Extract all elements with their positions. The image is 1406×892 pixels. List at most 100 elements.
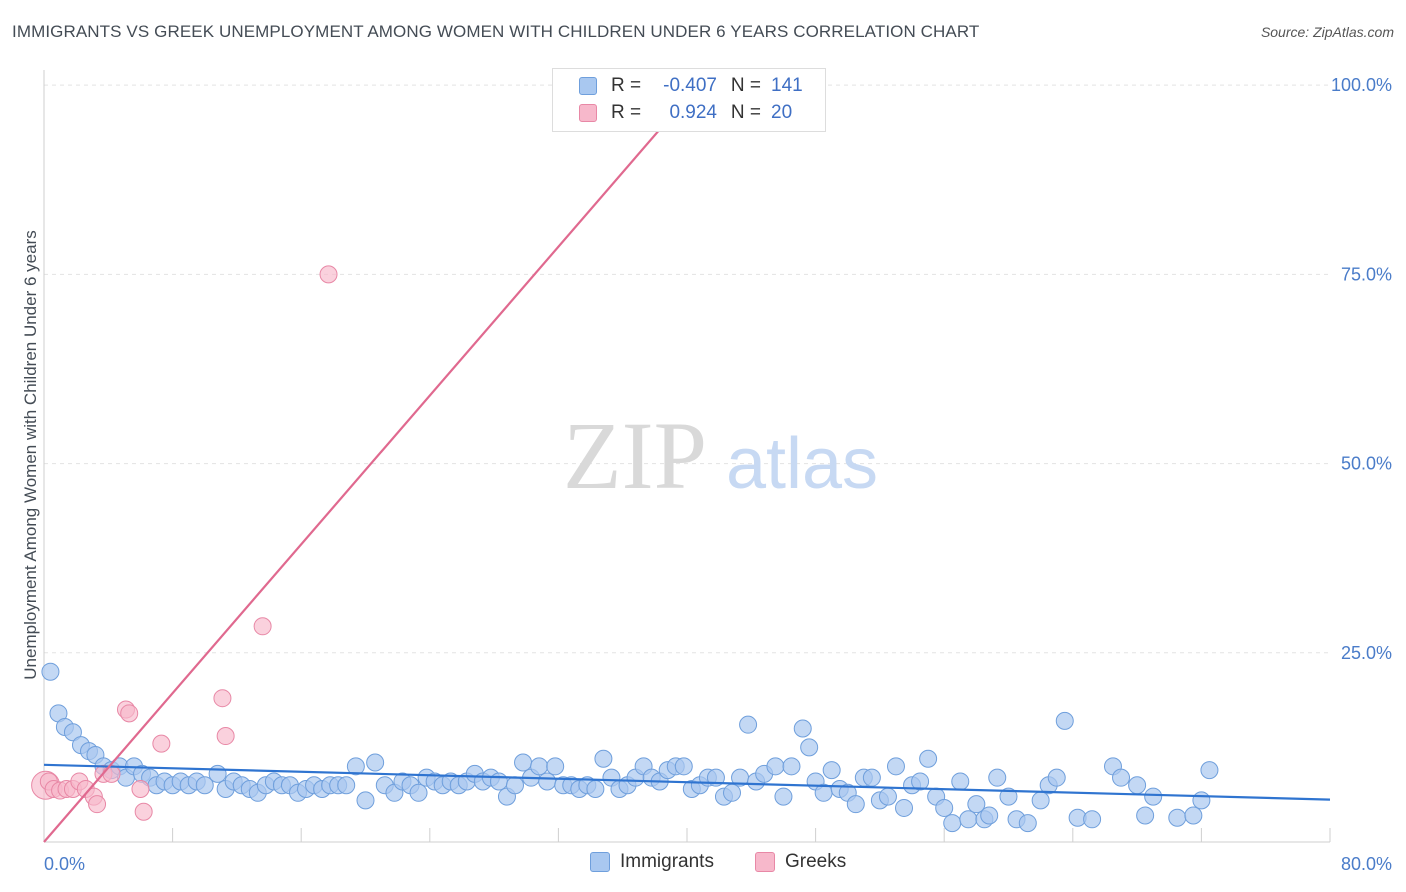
y-axis-label: Unemployment Among Women with Children U… bbox=[21, 230, 40, 679]
trend-lines bbox=[43, 69, 1331, 843]
y-tick-label: 75.0% bbox=[1341, 264, 1392, 284]
n-value: 141 bbox=[771, 75, 803, 96]
y-tick-label: 100.0% bbox=[1331, 75, 1392, 95]
immigrants-point bbox=[895, 798, 914, 817]
immigrants-point bbox=[886, 757, 905, 776]
immigrants-point bbox=[1128, 776, 1147, 795]
immigrants-point bbox=[774, 787, 793, 806]
stats-legend: R = -0.407 N = 141 R = 0.924 N = 20 bbox=[552, 68, 826, 132]
immigrants-point bbox=[337, 776, 356, 795]
greeks-point bbox=[102, 764, 121, 783]
immigrants-point bbox=[999, 787, 1018, 806]
immigrants-point bbox=[959, 810, 978, 829]
r-label: R = bbox=[611, 75, 642, 96]
greeks-point bbox=[253, 617, 272, 636]
immigrants-point bbox=[63, 723, 82, 742]
immigrants-point bbox=[943, 814, 962, 833]
legend-label-immigrants: Immigrants bbox=[620, 851, 714, 872]
immigrants-point bbox=[409, 783, 428, 802]
immigrants-point bbox=[346, 757, 365, 776]
watermark-zip: ZIP bbox=[563, 402, 707, 509]
immigrants-point bbox=[739, 715, 758, 734]
immigrants-point bbox=[1144, 787, 1163, 806]
immigrants-point bbox=[594, 749, 613, 768]
immigrants-point bbox=[674, 757, 693, 776]
immigrants-point bbox=[195, 776, 214, 795]
immigrants-point bbox=[530, 757, 549, 776]
immigrants-point bbox=[862, 768, 881, 787]
axes bbox=[43, 70, 1331, 843]
legend-item-immigrants[interactable]: Immigrants bbox=[590, 851, 714, 873]
immigrants-point bbox=[1200, 761, 1219, 780]
immigrants-point bbox=[1083, 810, 1102, 829]
immigrants-point bbox=[723, 783, 742, 802]
immigrants-point bbox=[1047, 768, 1066, 787]
source-credit: Source: ZipAtlas.com bbox=[1260, 24, 1394, 40]
immigrants-point bbox=[489, 772, 508, 791]
immigrants-point bbox=[911, 772, 930, 791]
immigrants-point bbox=[514, 753, 533, 772]
n-label: N = bbox=[730, 75, 761, 96]
immigrants-point bbox=[1168, 808, 1187, 827]
r-value: -0.407 bbox=[663, 75, 717, 96]
y-tick-label: 25.0% bbox=[1341, 643, 1392, 663]
immigrants-point bbox=[800, 738, 819, 757]
r-label: R = bbox=[611, 102, 642, 123]
immigrants-points bbox=[41, 662, 1219, 833]
legend-item-greeks[interactable]: Greeks bbox=[755, 851, 846, 873]
series-legend: Immigrants Greeks bbox=[0, 851, 1406, 877]
immigrants-point bbox=[1018, 814, 1037, 833]
greeks-point bbox=[120, 704, 139, 723]
immigrants-point bbox=[878, 787, 897, 806]
n-label: N = bbox=[730, 102, 761, 123]
immigrants-trend-line bbox=[43, 763, 1331, 801]
immigrants-point bbox=[988, 768, 1007, 787]
immigrants-point bbox=[41, 662, 60, 681]
legend-row-greeks: R = 0.924 N = 20 bbox=[553, 100, 811, 126]
watermark-atlas: atlas bbox=[726, 424, 878, 504]
immigrants-point bbox=[1055, 711, 1074, 730]
x-tick-label: 80.0% bbox=[1341, 854, 1392, 874]
n-value: 20 bbox=[771, 102, 793, 123]
immigrants-legend-swatch bbox=[590, 852, 610, 872]
immigrants-point bbox=[505, 776, 524, 795]
immigrants-point bbox=[782, 757, 801, 776]
greeks-trend-line bbox=[43, 69, 712, 843]
legend-label-greeks: Greeks bbox=[785, 851, 847, 872]
immigrants-point bbox=[366, 753, 385, 772]
greeks-point bbox=[213, 689, 232, 708]
immigrants-point bbox=[586, 780, 605, 799]
greeks-point bbox=[134, 802, 153, 821]
greeks-point bbox=[88, 795, 107, 814]
immigrants-point bbox=[538, 772, 557, 791]
tick-labels: 25.0% 50.0% 75.0% 100.0% 0.0% 80.0% bbox=[44, 75, 1392, 874]
immigrants-point bbox=[822, 761, 841, 780]
chart-title: IMMIGRANTS VS GREEK UNEMPLOYMENT AMONG W… bbox=[12, 22, 980, 41]
greeks-point bbox=[152, 734, 171, 753]
immigrants-swatch bbox=[579, 77, 597, 95]
immigrants-point bbox=[846, 795, 865, 814]
greeks-point bbox=[319, 265, 338, 284]
immigrants-point bbox=[546, 757, 565, 776]
greeks-swatch bbox=[579, 104, 597, 122]
immigrants-point bbox=[793, 719, 812, 738]
gridlines bbox=[44, 84, 1330, 654]
y-tick-label: 50.0% bbox=[1341, 454, 1392, 474]
immigrants-point bbox=[951, 772, 970, 791]
legend-row-immigrants: R = -0.407 N = 141 bbox=[553, 73, 811, 99]
immigrants-point bbox=[208, 764, 227, 783]
immigrants-point bbox=[967, 795, 986, 814]
immigrants-point bbox=[919, 749, 938, 768]
immigrants-point bbox=[1112, 768, 1131, 787]
watermark: ZIP atlas bbox=[563, 402, 878, 509]
x-tick-label: 0.0% bbox=[44, 854, 85, 874]
immigrants-point bbox=[356, 791, 375, 810]
immigrants-point bbox=[1192, 791, 1211, 810]
immigrants-point bbox=[766, 757, 785, 776]
immigrants-point bbox=[1136, 806, 1155, 825]
greeks-legend-swatch bbox=[755, 852, 775, 872]
r-value: 0.924 bbox=[669, 102, 717, 123]
immigrants-point bbox=[935, 798, 954, 817]
immigrants-point bbox=[980, 806, 999, 825]
